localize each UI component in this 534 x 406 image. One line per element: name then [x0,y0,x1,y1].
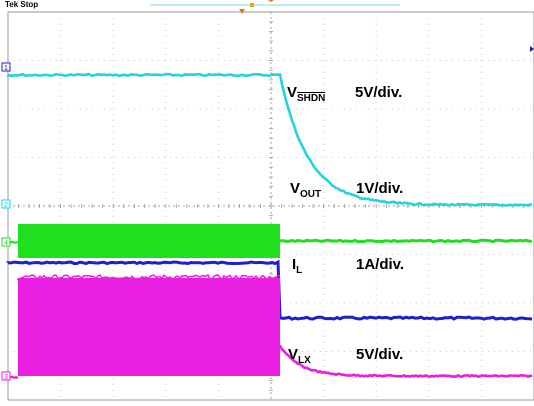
vshdn-label: VSHDN [287,84,326,104]
scope-status: Tek Stop [5,0,39,9]
ch1-offscreen-arrow [530,46,534,52]
ch3-band-edge [17,274,281,281]
ch2-marker-label: 2 [4,202,8,209]
ch3-marker-box [1,371,11,381]
ch1-marker-label: 1 [4,65,8,72]
il-scale: 1A/div. [356,256,405,273]
channel-markers: 1 2 4 3 [1,46,534,381]
center-marker [268,0,274,2]
ch1-marker-box [1,62,11,72]
vlx-label: VLX [288,346,311,366]
ch4-marker-box [1,237,11,247]
ch3-trace [278,345,533,379]
ch2-trace [6,72,533,208]
vshdn-scale: 5V/div. [355,84,403,101]
trigger-position-marker [239,9,246,14]
waveform-traces [6,72,533,380]
top-indicator-bar [150,0,400,14]
ch1-trace [6,259,533,321]
ch4-marker-label: 4 [4,240,8,247]
vout-label: VOUT [290,180,322,200]
ch3-active-band [18,278,281,376]
ch2-marker-box [1,199,11,209]
vlx-scale: 5V/div. [356,346,404,363]
ch4-active-band [18,224,281,258]
il-label: IL [292,256,303,276]
ch4-trace [278,238,533,244]
vout-scale: 1V/div. [356,180,404,197]
record-window-marker [250,3,254,7]
ch3-marker-label: 3 [4,374,8,381]
